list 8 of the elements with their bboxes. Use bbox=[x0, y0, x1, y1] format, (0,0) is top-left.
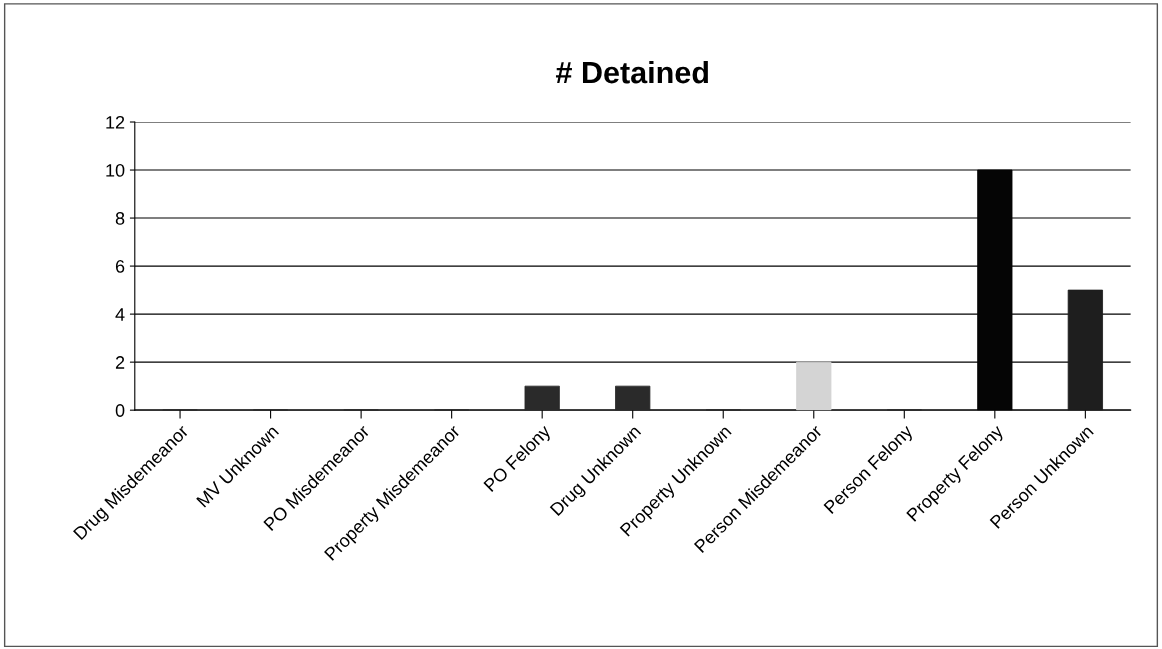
y-tick-label: 0 bbox=[115, 404, 125, 417]
y-tick-label: 2 bbox=[115, 356, 125, 369]
y-tick-label: 10 bbox=[106, 163, 125, 177]
y-tick-label: 12 bbox=[106, 115, 125, 129]
y-tick-label: 6 bbox=[115, 260, 125, 273]
chart-title: # Detained bbox=[555, 60, 708, 84]
y-tick-label: 8 bbox=[115, 212, 125, 225]
y-tick-label: 4 bbox=[115, 308, 125, 321]
